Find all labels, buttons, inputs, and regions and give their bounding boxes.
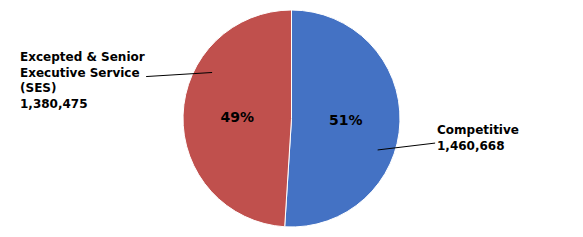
svg-text:49%: 49% [221, 109, 255, 125]
svg-text:51%: 51% [329, 112, 363, 128]
svg-text:Excepted & SeniorExecutive Ser: Excepted & SeniorExecutive Service(SES)1… [20, 50, 145, 111]
svg-text:Competitive1,460,668: Competitive1,460,668 [437, 123, 519, 153]
